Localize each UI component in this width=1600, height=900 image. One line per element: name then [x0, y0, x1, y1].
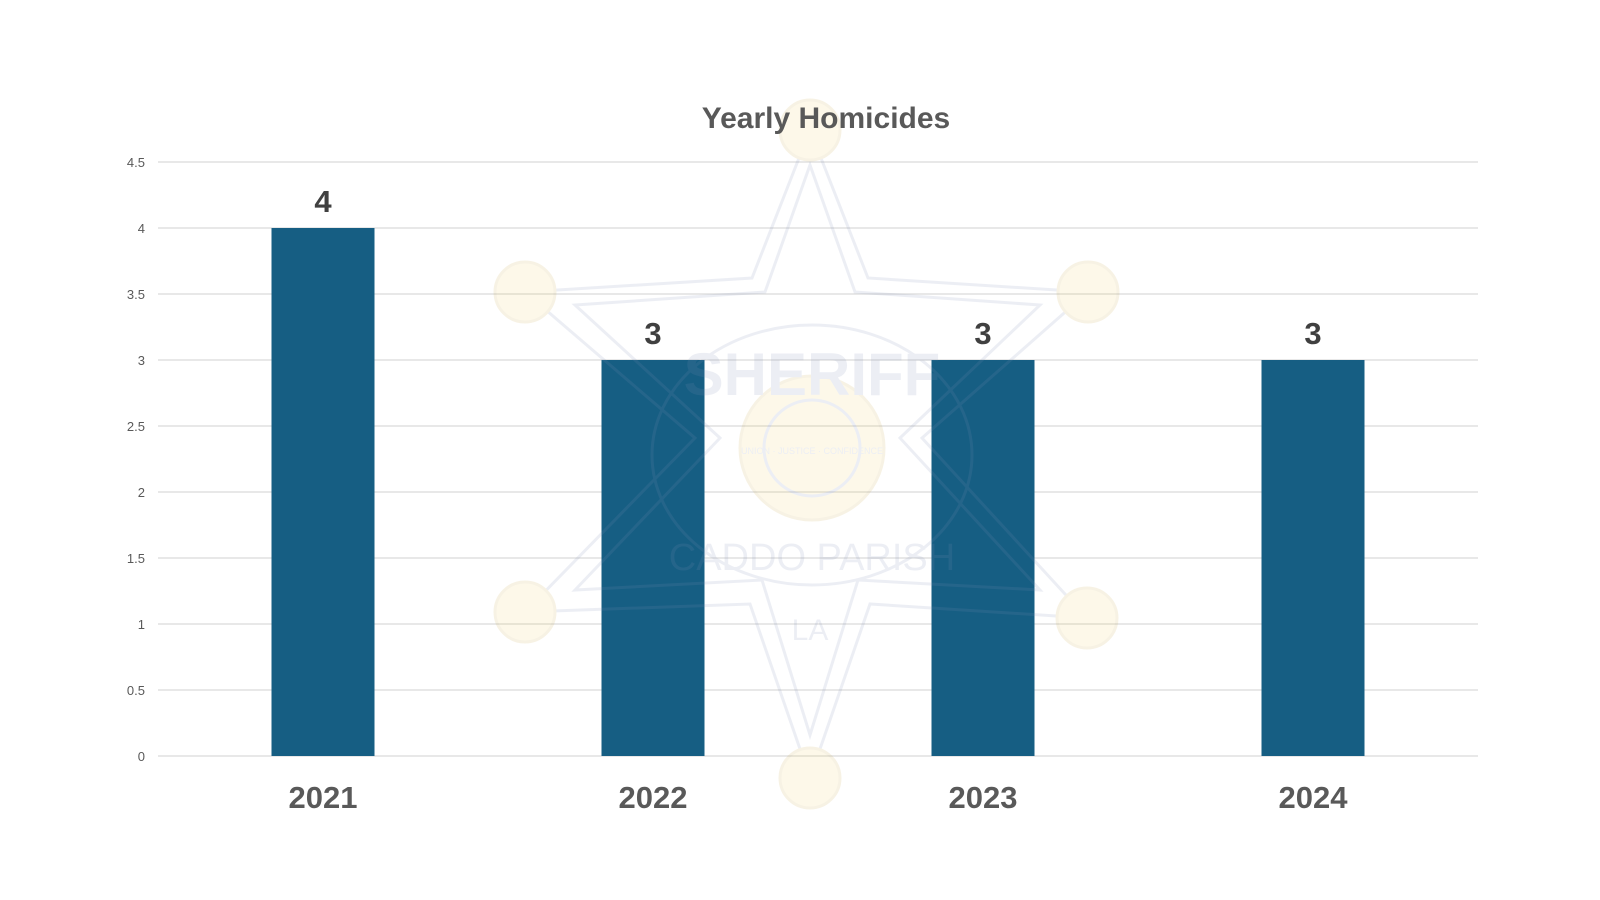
x-tick-label-2023: 2023 — [949, 780, 1018, 815]
x-tick-label-2022: 2022 — [619, 780, 688, 815]
sheriff-star-watermark: SHERIFF CADDO PARISH LA UNION · JUSTICE … — [493, 98, 1120, 810]
data-label-2022: 3 — [644, 316, 661, 351]
x-tick-label-2021: 2021 — [289, 780, 358, 815]
gridlines — [158, 161, 1478, 757]
data-label-2021: 4 — [314, 184, 332, 219]
watermark-state-text: LA — [792, 614, 829, 647]
x-tick-label-2024: 2024 — [1279, 780, 1349, 815]
bar-2023 — [931, 360, 1035, 756]
data-label-2023: 3 — [974, 316, 991, 351]
data-labels: 4 3 3 3 — [314, 184, 1321, 351]
y-tick-label: 1 — [138, 617, 145, 632]
y-axis-ticks: 0 0.5 1 1.5 2 2.5 3 3.5 4 4.5 — [127, 155, 145, 764]
y-tick-label: 4 — [138, 221, 145, 236]
y-tick-label: 2 — [138, 485, 145, 500]
bar-2024 — [1261, 360, 1365, 756]
watermark-bottom-text: CADDO PARISH — [669, 537, 955, 579]
watermark-top-text: SHERIFF — [684, 341, 941, 408]
watermark-ring-text: UNION · JUSTICE · CONFIDENCE — [741, 446, 883, 456]
bars — [271, 228, 1365, 756]
chart-title: Yearly Homicides — [702, 102, 950, 135]
y-tick-label: 4.5 — [127, 155, 145, 170]
data-label-2024: 3 — [1304, 316, 1321, 351]
bar-2021 — [271, 228, 375, 756]
y-tick-label: 3 — [138, 353, 145, 368]
y-tick-label: 0.5 — [127, 683, 145, 698]
y-tick-label: 2.5 — [127, 419, 145, 434]
bar-2022 — [601, 360, 705, 756]
y-tick-label: 3.5 — [127, 287, 145, 302]
y-tick-label: 1.5 — [127, 551, 145, 566]
x-axis-ticks: 2021 2022 2023 2024 — [289, 780, 1349, 815]
y-tick-label: 0 — [138, 749, 145, 764]
